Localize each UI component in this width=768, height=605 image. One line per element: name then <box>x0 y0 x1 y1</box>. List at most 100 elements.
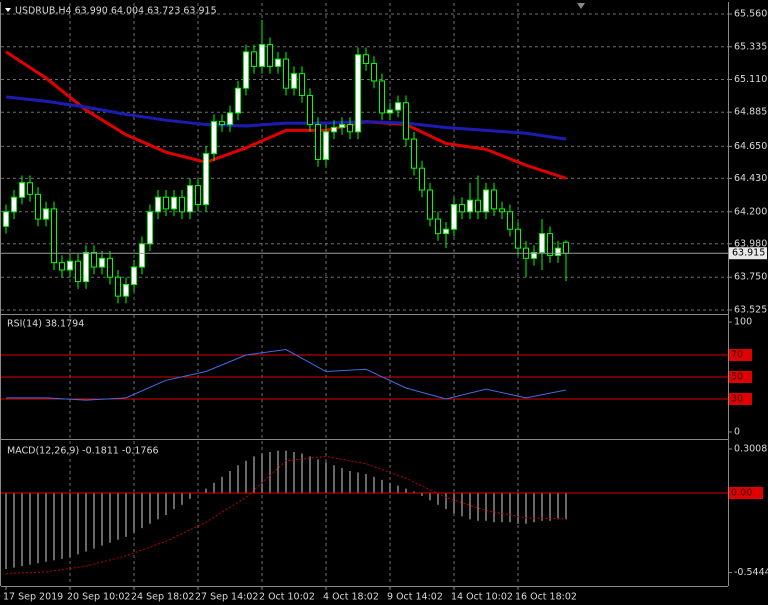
candle-body <box>99 257 105 268</box>
x-tick-label: 16 Oct 18:02 <box>515 592 577 603</box>
candle-body <box>11 196 17 213</box>
rsi-title: RSI(14) 38.1794 <box>7 319 84 330</box>
candle-body <box>515 228 521 249</box>
candle-body <box>75 260 81 283</box>
frame <box>0 2 729 587</box>
candle-body <box>427 189 433 220</box>
y-tick-label: 63.750 <box>734 272 767 283</box>
candle-body <box>171 196 177 210</box>
candle-body <box>443 228 449 235</box>
candle-body <box>371 62 377 82</box>
candle-body <box>83 252 89 283</box>
candle-body <box>435 218 441 235</box>
candle-body <box>331 126 337 133</box>
candle-body <box>491 189 497 210</box>
macd-title: MACD(12,26,9) -0.1811 -0.1766 <box>7 446 159 457</box>
candle-body <box>59 262 65 271</box>
level-label: 50 <box>731 372 743 383</box>
level-label: 0.00 <box>731 487 752 498</box>
candle-body <box>139 243 145 268</box>
x-tick-label: 20 Sep 10:02 <box>67 592 130 603</box>
x-tick-label: 24 Sep 18:02 <box>131 592 194 603</box>
candle-body <box>115 276 121 297</box>
candle-body <box>467 199 473 213</box>
candle-body <box>347 124 353 133</box>
candle-body <box>283 58 289 89</box>
level-label: 70 <box>731 350 743 361</box>
candle-body <box>195 185 201 206</box>
candle-body <box>339 124 345 128</box>
candle-body <box>307 94 313 126</box>
last-price-box <box>729 247 767 260</box>
candle-body <box>35 193 41 220</box>
candle-body <box>459 204 465 213</box>
candle-body <box>411 138 417 169</box>
shift-marker[interactable] <box>577 3 585 9</box>
candle-body <box>355 54 361 133</box>
y-tick-label: 64.430 <box>734 173 767 184</box>
candle-body <box>51 208 57 264</box>
candle-body <box>379 80 385 114</box>
candle-body <box>267 44 273 67</box>
candle-body <box>563 241 569 254</box>
moving-average <box>5 95 567 141</box>
x-tick-label: 17 Sep 2019 <box>3 592 63 603</box>
candle-body <box>507 211 513 230</box>
x-tick-label: 4 Oct 18:02 <box>323 592 379 603</box>
y-tick-label: 0.3008 <box>734 444 767 455</box>
candle-body <box>91 252 97 268</box>
y-tick-label: 64.885 <box>734 107 767 118</box>
candle-body <box>419 167 425 191</box>
candle-body <box>179 196 185 213</box>
level-label: 30 <box>731 393 743 404</box>
candle-body <box>123 284 129 297</box>
candle-body <box>403 102 409 140</box>
x-tick-label: 14 Oct 10:02 <box>451 592 513 603</box>
candle-body <box>3 211 9 227</box>
rsi-line <box>6 349 567 401</box>
candle-body <box>475 199 481 213</box>
candle-body <box>227 112 233 126</box>
candle-body <box>451 204 457 230</box>
x-tick-label: 27 Sep 14:02 <box>195 592 258 603</box>
candle-body <box>155 196 161 213</box>
moving-average <box>5 50 567 180</box>
candle-body <box>107 257 113 278</box>
y-tick-label: 65.560 <box>734 9 767 20</box>
candle-body <box>243 51 249 89</box>
candle-body <box>259 44 265 67</box>
y-tick-label: -0.5444 <box>734 567 768 578</box>
candle-body <box>291 73 297 89</box>
y-tick-label: 65.110 <box>734 74 767 85</box>
y-tick-label: 64.650 <box>734 141 767 152</box>
candle-body <box>187 185 193 213</box>
candle-body <box>387 109 393 114</box>
chart-title: USDRUB,H4 63.990 64.004 63.723 63.915 <box>15 6 217 17</box>
candle-body <box>235 87 241 114</box>
candle-body <box>483 189 489 213</box>
candle-body <box>131 266 137 286</box>
level-label-box <box>729 349 752 362</box>
signal-line <box>5 455 567 574</box>
y-tick-label: 63.525 <box>734 304 767 315</box>
candle-body <box>499 208 505 213</box>
y-tick-label: 63.980 <box>734 238 767 249</box>
y-tick-label: 100 <box>734 317 752 328</box>
candle-body <box>211 121 217 155</box>
level-label-box <box>729 392 752 405</box>
x-tick-label: 9 Oct 14:02 <box>387 592 443 603</box>
candle-body <box>323 131 329 160</box>
candle-body <box>27 182 33 195</box>
candle-body <box>251 51 257 67</box>
candle-body <box>547 233 553 256</box>
x-tick-label: 2 Oct 10:02 <box>259 592 315 603</box>
candle-body <box>395 102 401 111</box>
candle-body <box>299 73 305 96</box>
candle-body <box>539 233 545 254</box>
level-label-box <box>729 371 752 383</box>
y-tick-label: 65.335 <box>734 41 767 52</box>
candle-body <box>203 153 209 206</box>
menu-triangle[interactable] <box>5 8 11 12</box>
candle-body <box>219 121 225 126</box>
